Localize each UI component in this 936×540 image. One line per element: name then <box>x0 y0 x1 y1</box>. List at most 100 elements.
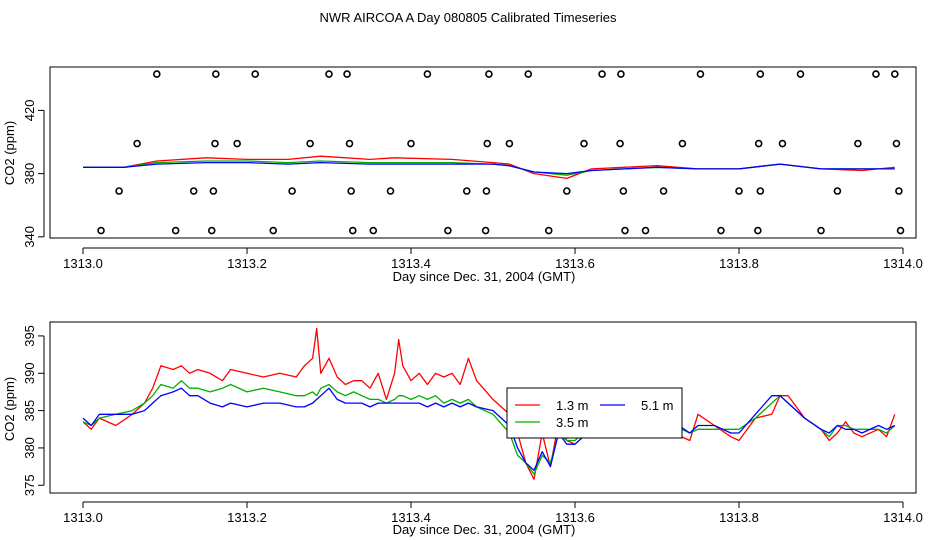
calibration-point <box>756 187 765 195</box>
calibration-point <box>778 139 787 148</box>
calibration-point <box>796 70 805 78</box>
calibration-point <box>386 187 395 195</box>
x-tick-label: 1314.0 <box>883 510 923 525</box>
panel-timeseries-axes: 1313.0 1313.2 1313.4 1313.6 1313.8 1314.0 375 3… <box>22 325 923 525</box>
calibration-point <box>505 139 514 148</box>
calibration-point <box>616 139 624 148</box>
panel-timeseries-xlabel: Day since Dec. 31, 2004 (GMT) <box>393 522 576 537</box>
calibration-point <box>617 70 625 78</box>
calibration-point <box>423 70 432 78</box>
calibration-point <box>369 226 378 235</box>
calibration-point <box>754 226 762 235</box>
x-tick-label: 1313.6 <box>555 510 595 525</box>
calibration-point <box>817 226 825 235</box>
calibration-point <box>288 187 296 195</box>
calibration-point <box>717 226 725 235</box>
calibration-point <box>756 70 765 78</box>
x-tick-label: 1313.8 <box>719 256 759 271</box>
chart-title: NWR AIRCOA A Day 080805 Calibrated Times… <box>320 10 617 25</box>
x-tick-label: 1313.6 <box>555 256 595 271</box>
calibration-point <box>562 187 571 195</box>
x-tick-label: 1313.4 <box>391 510 431 525</box>
calibration-point <box>171 226 180 235</box>
calibration-point <box>233 139 241 148</box>
series-line-5-1-m <box>83 161 895 175</box>
calibration-point <box>189 187 198 195</box>
calibration-point <box>696 70 705 78</box>
calibration-point <box>872 70 880 78</box>
calibration-point <box>833 187 842 195</box>
calibration-point <box>659 187 668 195</box>
calibration-point <box>598 70 606 78</box>
y-tick-label: 420 <box>22 100 37 122</box>
y-tick-label: 380 <box>22 163 37 185</box>
legend-box <box>506 387 683 439</box>
calibration-point <box>678 139 687 148</box>
x-tick-label: 1314.0 <box>883 256 923 271</box>
calibration-point <box>621 226 629 235</box>
x-tick-label: 1313.2 <box>227 256 267 271</box>
panel-timeseries: 1313.0 1313.2 1313.4 1313.6 1313.8 1314.0 375 3… <box>2 321 923 537</box>
calibration-point <box>325 70 333 78</box>
panel-calibration-series <box>83 155 895 180</box>
panel-calibration: 1313.0 1313.2 1313.4 1313.6 1313.8 1314.0 340 3… <box>2 66 923 284</box>
calibration-point <box>524 70 533 78</box>
x-tick-label: 1313.8 <box>719 510 759 525</box>
panel-calibration-frame <box>49 66 917 239</box>
calibration-point <box>619 187 628 195</box>
calibration-point <box>892 139 901 148</box>
calibration-point <box>444 226 452 235</box>
panel-timeseries-series <box>82 327 896 480</box>
calibration-point <box>544 226 553 235</box>
calibration-point <box>735 187 743 195</box>
panel-calibration-xlabel: Day since Dec. 31, 2004 (GMT) <box>393 269 576 284</box>
calibration-point <box>462 187 471 195</box>
x-tick-label: 1313.0 <box>63 256 103 271</box>
calibration-point <box>97 226 105 235</box>
y-tick-label: 390 <box>22 362 37 384</box>
calibration-point <box>896 226 905 235</box>
y-tick-label: 380 <box>22 437 37 459</box>
calibration-point <box>854 139 862 148</box>
calibration-point <box>580 139 588 148</box>
legend-label-1-3m: 1.3 m <box>556 398 589 413</box>
calibration-point <box>483 139 492 148</box>
calibration-point <box>890 70 899 78</box>
y-tick-label: 395 <box>22 325 37 347</box>
x-tick-label: 1313.2 <box>227 510 267 525</box>
calibration-point <box>251 70 259 78</box>
panel-calibration-axes: 1313.0 1313.2 1313.4 1313.6 1313.8 1314.0 340 3… <box>22 100 923 271</box>
calibration-point <box>115 187 123 195</box>
calibration-point <box>306 139 314 148</box>
legend: 1.3 m 5.1 m 3.5 m <box>506 387 683 439</box>
calibration-point <box>343 70 351 78</box>
calibration-point <box>348 226 357 235</box>
calibration-point <box>133 139 141 148</box>
legend-label-3-5m: 3.5 m <box>556 415 589 430</box>
calibration-points <box>97 70 905 235</box>
legend-label-5-1m: 5.1 m <box>641 398 674 413</box>
calibration-point <box>153 70 161 78</box>
calibration-point <box>207 226 216 235</box>
calibration-point <box>481 226 490 235</box>
panel-timeseries-ylabel: CO2 (ppm) <box>2 377 17 441</box>
calibration-point <box>269 226 278 235</box>
series-line-1-3-m <box>83 155 895 180</box>
calibration-point <box>347 187 355 195</box>
panel-calibration-ylabel: CO2 (ppm) <box>2 121 17 185</box>
calibration-point <box>407 139 415 148</box>
series-line-5-1-m <box>82 387 896 471</box>
y-tick-label: 375 <box>22 474 37 496</box>
calibration-point <box>754 139 763 148</box>
calibration-point <box>212 70 220 78</box>
calibration-point <box>485 70 493 78</box>
calibration-point <box>641 226 650 235</box>
calibration-point <box>209 187 218 195</box>
x-tick-label: 1313.0 <box>63 510 103 525</box>
y-tick-label: 385 <box>22 400 37 422</box>
calibration-point <box>211 139 219 148</box>
x-tick-label: 1313.4 <box>391 256 431 271</box>
series-line-3-5-m <box>82 380 896 475</box>
y-tick-label: 340 <box>22 226 37 248</box>
